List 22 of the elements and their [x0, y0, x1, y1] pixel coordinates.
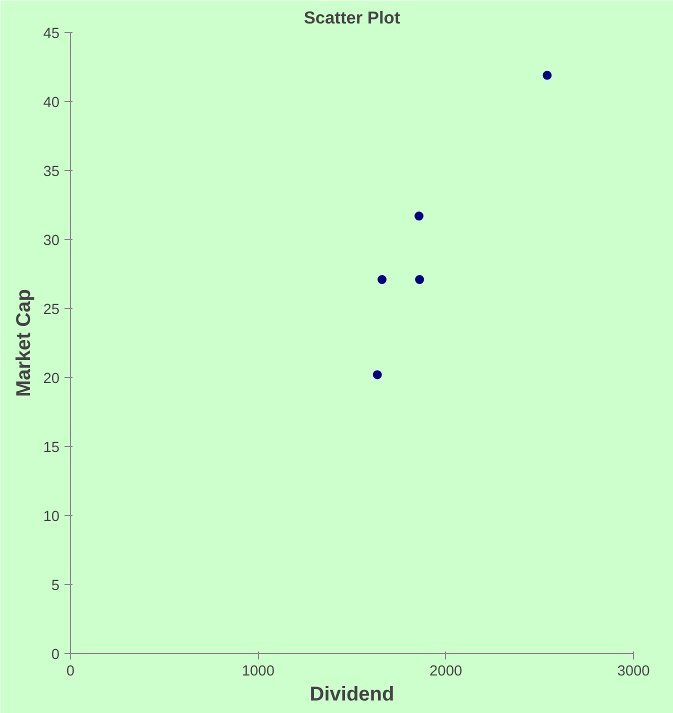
y-tick-label: 10 [43, 509, 60, 525]
x-tick-label: 3000 [617, 664, 650, 680]
y-tick-label: 5 [51, 578, 60, 594]
point [414, 212, 424, 221]
y-tick-label: 30 [43, 233, 60, 249]
y-axis-title: Market Cap [13, 289, 36, 397]
y-tick-label: 25 [43, 302, 60, 318]
y-tick-label: 0 [51, 647, 60, 663]
x-axis-title: Dividend [310, 684, 394, 706]
chart-title: Scatter Plot [304, 8, 400, 28]
x-tick-label: 1000 [242, 664, 274, 680]
x-tick-label: 0 [66, 664, 75, 680]
x-tick-label: 2000 [430, 664, 462, 680]
y-tick-label: 40 [43, 95, 60, 111]
point [372, 370, 382, 380]
y-tick-label: 15 [43, 440, 60, 456]
point [415, 275, 424, 284]
y-tick-label: 45 [43, 26, 60, 42]
point [378, 275, 387, 284]
y-tick-label: 35 [43, 164, 60, 180]
point [542, 70, 552, 80]
y-tick-label: 20 [43, 371, 60, 387]
